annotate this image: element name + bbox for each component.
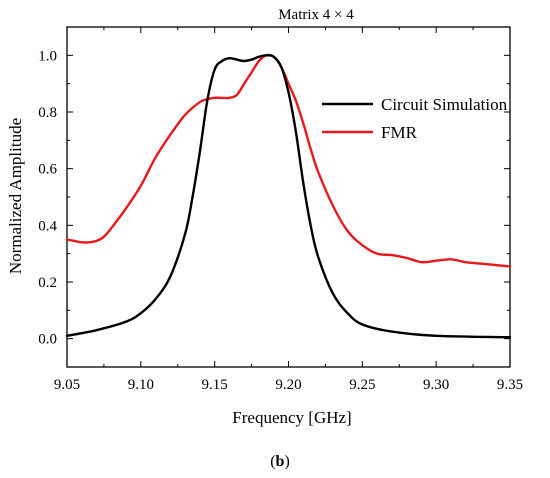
caption-open-paren: ( [270, 453, 275, 470]
y-tick-label: 1.0 [38, 48, 57, 64]
x-tick-label: 9.15 [202, 377, 228, 393]
y-tick-label: 0.8 [38, 105, 57, 121]
y-tick-label: 0.2 [38, 275, 57, 291]
x-tick-label: 9.20 [275, 377, 301, 393]
legend-label-fmr: FMR [381, 123, 418, 142]
x-tick-label: 9.05 [54, 377, 80, 393]
chart-title: Matrix 4 × 4 [278, 7, 354, 23]
legend: Circuit Simulation FMR [322, 95, 508, 142]
y-tick-label: 0.0 [38, 332, 57, 348]
series-line-fmr [65, 53, 512, 268]
y-axis-label: Normalized Amplitude [6, 118, 25, 274]
caption-letter: b [276, 453, 285, 470]
figure-caption: (b) [270, 453, 290, 470]
caption-close-paren: ) [284, 453, 289, 470]
x-tick-label: 9.30 [423, 377, 449, 393]
y-tick-label: 0.4 [38, 218, 57, 234]
series-line-circuit-simulation [65, 54, 512, 339]
x-axis: 9.05 9.10 9.15 9.20 9.25 9.30 9.35 [54, 27, 523, 393]
series-lines [65, 53, 512, 339]
x-tick-label: 9.35 [497, 377, 523, 393]
y-tick-label: 0.6 [38, 162, 57, 178]
y-axis: 0.0 0.2 0.4 0.6 0.8 1.0 [38, 26, 510, 368]
x-axis-label: Frequency [GHz] [232, 408, 351, 427]
x-tick-label: 9.25 [349, 377, 375, 393]
legend-label-circuit-simulation: Circuit Simulation [381, 95, 508, 114]
x-tick-label: 9.10 [128, 377, 154, 393]
